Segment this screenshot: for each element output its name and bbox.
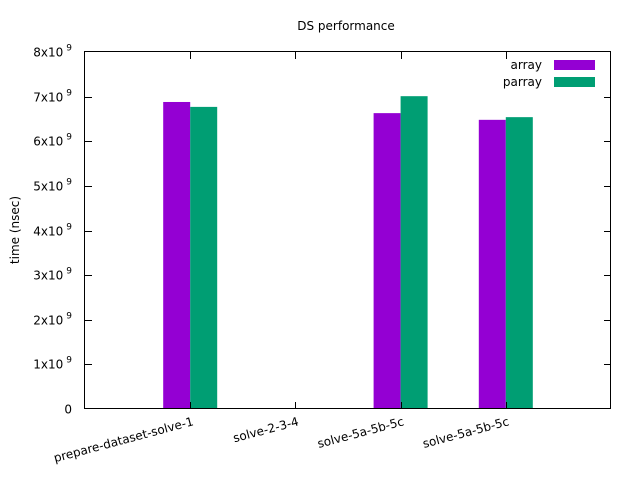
y-tick-label: 7x10 9 — [33, 89, 72, 105]
plot-frame — [84, 51, 611, 409]
y-axis-label: time (nsec) — [8, 196, 22, 264]
bar-parray — [190, 106, 218, 410]
y-tick-label: 8x10 9 — [33, 44, 72, 60]
bar-array — [373, 113, 401, 409]
x-tick-label: solve-5a-5b-5c — [421, 414, 510, 451]
legend-swatch-array — [554, 60, 595, 70]
chart-title: DS performance — [297, 19, 395, 33]
bar-array — [163, 101, 191, 409]
x-tick-label: solve-2-3-4 — [232, 414, 301, 445]
y-axis: 0 1x10 9 2x10 9 3x10 9 4x10 9 5x10 9 6x10 9 7x10 9 8x10… — [33, 44, 611, 417]
bars — [163, 96, 533, 410]
y-tick-label: 4x10 9 — [33, 223, 72, 239]
y-tick-label: 0 — [64, 403, 72, 417]
x-axis: prepare-dataset-solve-1 solve-2-3-4 solve-… — [52, 52, 511, 465]
y-tick-label: 2x10 9 — [33, 312, 72, 328]
legend: array parray — [503, 58, 595, 89]
y-tick-label: 3x10 9 — [33, 267, 72, 283]
legend-swatch-parray — [554, 77, 595, 87]
y-tick-label: 5x10 9 — [33, 178, 72, 194]
y-tick-label: 6x10 9 — [33, 133, 72, 149]
x-tick-label: solve-5a-5b-5c — [316, 414, 405, 451]
legend-label: parray — [503, 75, 542, 89]
legend-label: array — [511, 58, 542, 72]
bar-parray — [505, 117, 533, 409]
bar-parray — [400, 96, 428, 410]
y-tick-label: 1x10 9 — [33, 356, 72, 372]
bar-array — [478, 119, 506, 409]
x-tick-label: prepare-dataset-solve-1 — [52, 414, 195, 465]
